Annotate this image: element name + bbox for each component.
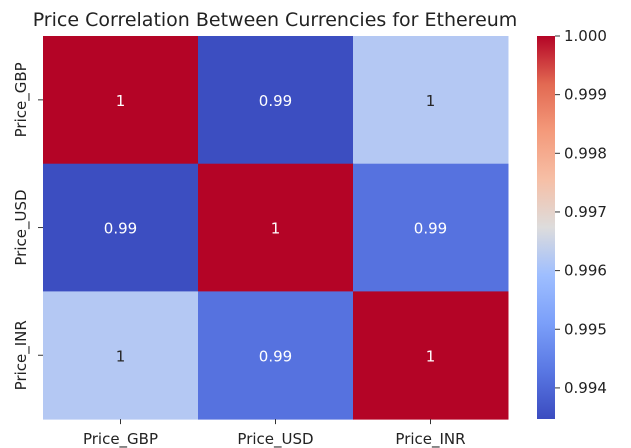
y-axis: Price_GBP Price_USD Price_INR	[12, 62, 43, 390]
colorbar-tick-label: 0.997	[564, 203, 607, 221]
cell-annotation: 0.99	[104, 220, 137, 238]
chart-title: Price Correlation Between Currencies for…	[33, 9, 518, 31]
colorbar-tick-label: 1.000	[564, 27, 607, 45]
cell-annotation: 1	[116, 347, 126, 365]
heatmap-cell	[43, 163, 199, 292]
y-tick-label: Price_INR	[12, 320, 31, 390]
colorbar-tick-label: 0.998	[564, 144, 607, 162]
cell-annotation: 1	[116, 92, 126, 110]
heatmap-cell	[198, 291, 354, 420]
y-tick-label: Price_GBP	[12, 62, 31, 137]
x-tick-label: Price_GBP	[83, 430, 158, 448]
cell-annotation: 1	[426, 347, 436, 365]
y-tick-label: Price_USD	[12, 189, 31, 265]
colorbar-ticks: 1.000 0.999 0.998 0.997 0.996 0.995 0.994	[555, 27, 607, 397]
heatmap-cell	[353, 163, 509, 292]
heatmap-cell	[198, 36, 354, 165]
heatmap-cells	[43, 36, 509, 420]
colorbar	[537, 36, 555, 419]
colorbar-tick-label: 0.995	[564, 320, 607, 338]
cell-annotations: 1 0.99 1 0.99 1 0.99 1 0.99 1	[104, 92, 447, 365]
x-tick-label: Price_INR	[395, 430, 465, 448]
cell-annotation: 1	[426, 92, 436, 110]
heatmap-cell	[198, 163, 354, 292]
x-axis: Price_GBP Price_USD Price_INR	[83, 419, 466, 448]
heatmap-cell	[353, 291, 509, 420]
cell-annotation: 0.99	[414, 220, 447, 238]
heatmap-cell	[43, 291, 199, 420]
heatmap-cell	[353, 36, 509, 165]
heatmap-cell	[43, 36, 199, 165]
x-tick-label: Price_USD	[237, 430, 313, 448]
colorbar-tick-label: 0.999	[564, 86, 607, 104]
colorbar-tick-label: 0.996	[564, 262, 607, 280]
cell-annotation: 0.99	[259, 92, 292, 110]
colorbar-tick-label: 0.994	[564, 379, 607, 397]
cell-annotation: 0.99	[259, 347, 292, 365]
cell-annotation: 1	[271, 220, 281, 238]
